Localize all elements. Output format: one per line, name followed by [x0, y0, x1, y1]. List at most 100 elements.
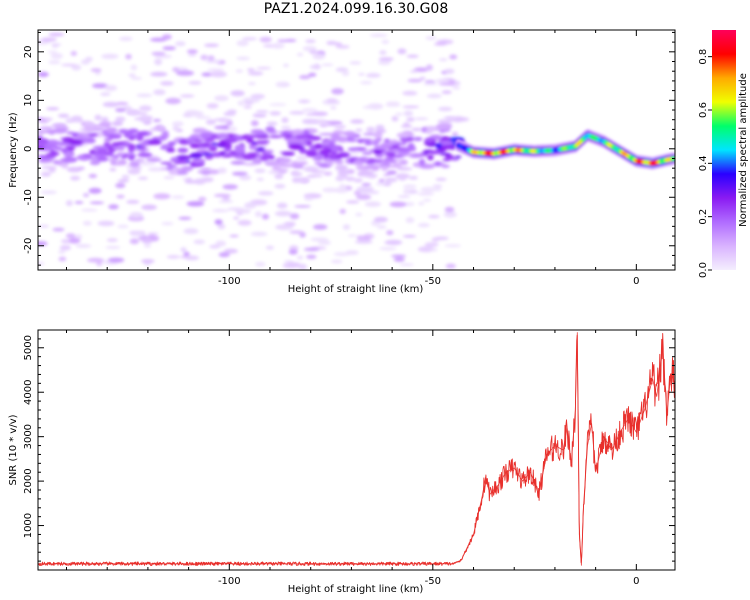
noise-blob	[247, 82, 256, 85]
noise-blob	[162, 46, 176, 51]
band-blob	[391, 115, 399, 122]
band-blob	[230, 160, 246, 165]
noise-blob	[52, 227, 65, 232]
band-blob	[136, 131, 149, 137]
noise-blob	[101, 53, 119, 60]
band-blob	[200, 177, 214, 183]
noise-blob	[326, 40, 337, 46]
band-blob	[437, 119, 453, 124]
noise-blob	[198, 196, 207, 202]
noise-blob	[75, 244, 92, 248]
band-blob	[330, 146, 341, 153]
band-blob	[89, 160, 101, 166]
band-blob	[43, 143, 58, 149]
band-blob	[167, 141, 177, 146]
noise-blob	[345, 250, 359, 256]
noise-blob	[48, 60, 61, 65]
band-blob	[454, 155, 462, 159]
band-blob	[176, 171, 188, 175]
band-blob	[161, 130, 169, 135]
band-blob	[400, 125, 413, 128]
noise-blob	[119, 36, 133, 41]
band-blob	[44, 117, 53, 121]
band-blob	[54, 146, 63, 151]
spectrogram-xtick-label: 0	[633, 276, 639, 287]
noise-blob	[117, 224, 129, 229]
noise-blob	[104, 85, 118, 92]
noise-blob	[247, 68, 255, 71]
band-blob	[272, 165, 282, 172]
colorbar-label: Normalized spectral amplitude	[738, 73, 749, 227]
band-blob	[281, 117, 289, 124]
noise-blob	[420, 187, 437, 192]
noise-blob	[213, 193, 231, 198]
band-blob	[137, 152, 153, 158]
band-blob	[375, 129, 387, 133]
noise-blob	[298, 263, 307, 270]
band-blob	[419, 158, 426, 166]
band-blob	[38, 141, 47, 146]
band-blob	[38, 129, 46, 135]
noise-blob	[48, 32, 65, 37]
band-blob	[409, 176, 418, 180]
noise-blob	[330, 259, 343, 264]
noise-blob	[235, 69, 244, 73]
noise-blob	[432, 184, 443, 187]
band-blob	[242, 162, 259, 166]
noise-blob	[353, 190, 362, 196]
band-blob	[168, 169, 178, 176]
noise-blob	[305, 113, 320, 116]
colorbar-tick-label: 0.6	[698, 102, 709, 118]
noise-blob	[257, 191, 274, 196]
band-blob	[88, 133, 98, 137]
band-blob	[166, 147, 176, 153]
snr-ylabel: SNR (10 * v/v)	[8, 414, 19, 485]
band-blob	[117, 143, 128, 147]
noise-blob	[184, 255, 200, 261]
band-blob	[77, 131, 88, 135]
band-blob	[269, 135, 282, 139]
band-blob	[450, 158, 460, 161]
band-blob	[413, 137, 423, 141]
noise-blob	[275, 224, 294, 231]
spectrogram-layer	[38, 32, 675, 270]
noise-blob	[82, 220, 92, 226]
band-blob	[334, 159, 344, 165]
noise-blob	[312, 53, 326, 60]
noise-blob	[150, 37, 167, 42]
noise-blob	[88, 173, 98, 179]
noise-blob	[331, 88, 344, 95]
spectrogram-ytick-label: 20	[23, 45, 34, 58]
noise-blob	[296, 52, 304, 57]
noise-blob	[346, 200, 360, 204]
noise-blob	[116, 194, 125, 199]
noise-blob	[163, 176, 175, 180]
noise-blob	[452, 131, 459, 137]
band-blob	[330, 135, 342, 141]
band-blob	[409, 153, 426, 158]
noise-blob	[334, 187, 349, 194]
band-blob	[211, 142, 218, 146]
band-blob	[335, 164, 348, 171]
noise-blob	[395, 112, 403, 116]
noise-blob	[224, 248, 238, 254]
noise-blob	[414, 117, 429, 121]
figure-title: PAZ1.2024.099.16.30.G08	[263, 1, 449, 17]
spectrogram-ytick-label: 10	[23, 94, 34, 107]
noise-blob	[153, 89, 166, 96]
band-blob	[383, 181, 392, 187]
band-blob	[226, 120, 233, 127]
noise-blob	[428, 215, 440, 219]
noise-blob	[41, 37, 57, 42]
band-blob	[343, 130, 356, 137]
band-blob	[364, 141, 373, 146]
noise-blob	[403, 110, 413, 117]
noise-blob	[188, 81, 202, 85]
noise-blob	[438, 82, 455, 86]
noise-blob	[405, 217, 415, 224]
snr-ytick-label: 2000	[23, 468, 34, 493]
band-blob	[205, 119, 216, 125]
noise-blob	[143, 244, 152, 248]
noise-blob	[232, 171, 248, 176]
